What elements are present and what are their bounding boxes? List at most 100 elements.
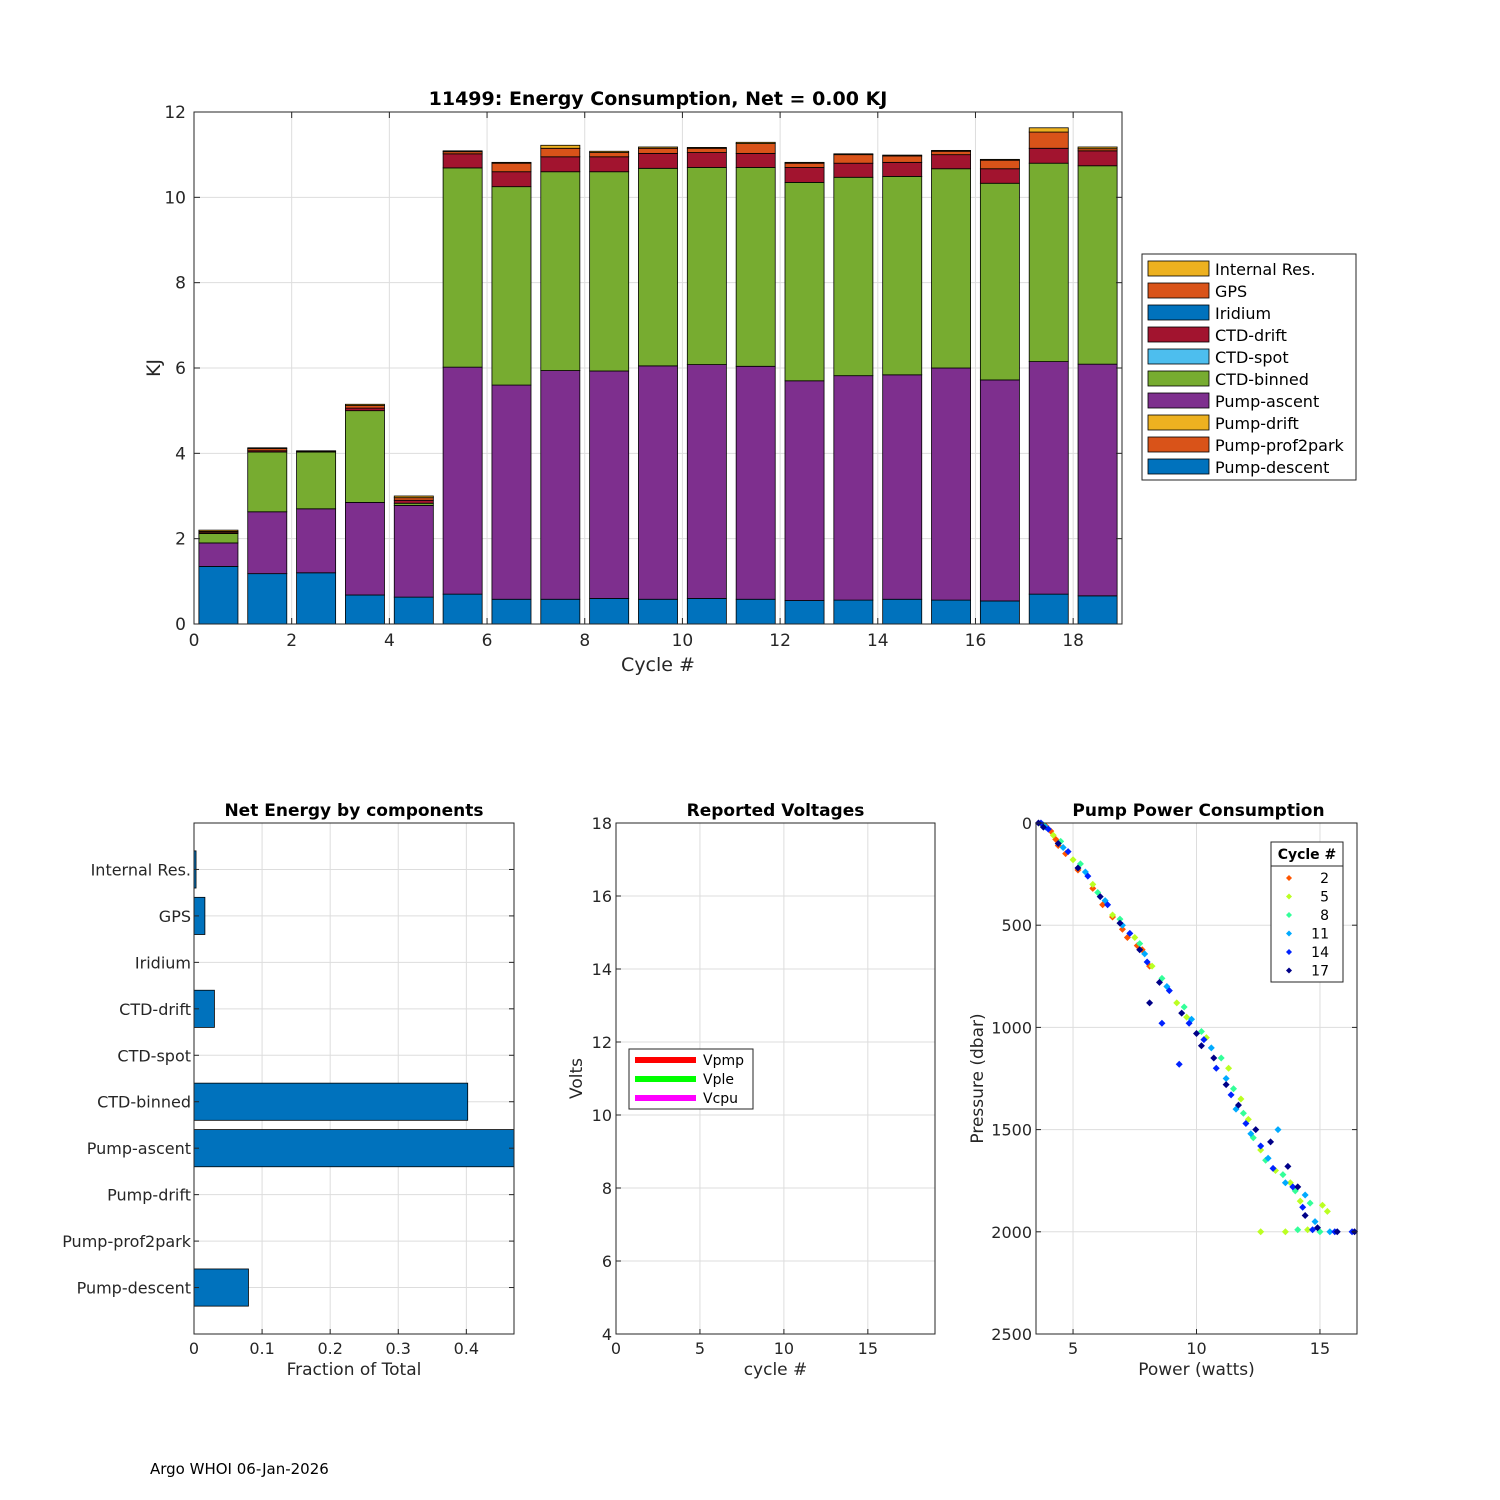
scatter-point — [1148, 962, 1156, 970]
y-tick-label: Internal Res. — [91, 860, 191, 879]
scatter-point — [1306, 1199, 1314, 1207]
x-tick-label: 16 — [965, 631, 987, 651]
x-tick-label: 12 — [769, 631, 791, 651]
bar-segment — [247, 511, 288, 575]
bar-segment — [882, 161, 923, 177]
scatter-point — [1264, 1154, 1272, 1162]
scatter-point — [1141, 950, 1149, 958]
bar-segment — [833, 599, 874, 625]
bar-segment — [638, 598, 678, 625]
bar-segment — [540, 144, 581, 149]
y-axis-label: KJ — [143, 359, 165, 377]
x-tick-label: 14 — [867, 631, 889, 651]
bar-segment — [1028, 131, 1069, 149]
bar-segment — [833, 176, 874, 377]
bar-segment — [833, 153, 874, 156]
x-axis-label: cycle # — [744, 1360, 808, 1380]
bar-segment — [882, 598, 923, 625]
bar-segment — [735, 152, 776, 168]
bar-segment — [491, 598, 532, 625]
bar-segment — [491, 384, 532, 600]
bar-segment — [442, 593, 483, 625]
scatter-point — [1136, 940, 1144, 948]
bar-segment — [686, 147, 727, 149]
scatter-point — [1257, 1228, 1265, 1236]
x-tick-label: 18 — [1062, 631, 1084, 651]
legend: Internal Res. GPS Iridium CTD-drift CTD-spot… — [1141, 253, 1357, 481]
bar-segment — [198, 542, 239, 567]
scatter-point — [1269, 1164, 1277, 1172]
scatter-point — [1089, 880, 1097, 888]
scatter-point — [1274, 1126, 1282, 1134]
scatter-point — [1239, 1109, 1247, 1117]
legend-label: 14 — [1311, 945, 1329, 961]
bar-segment — [247, 573, 288, 625]
bar-segment — [1077, 595, 1118, 625]
y-axis-label: Volts — [567, 1058, 587, 1099]
y-tick-label: 14 — [592, 960, 612, 979]
scatter-point — [1281, 1179, 1289, 1187]
bar-segment — [882, 374, 923, 600]
bar-segment — [735, 141, 776, 144]
x-tick-label: 0.1 — [249, 1339, 274, 1358]
scatter-point — [1257, 1146, 1265, 1154]
bar-segment — [345, 501, 385, 596]
bar-segment — [540, 156, 581, 173]
legend-swatch — [1147, 260, 1210, 277]
bar-segment — [735, 365, 776, 600]
y-tick-label: 12 — [164, 103, 186, 123]
scatter-point — [1165, 987, 1173, 995]
y-tick-label: CTD-spot — [117, 1046, 191, 1065]
y-tick-label: CTD-binned — [97, 1093, 191, 1112]
scatter-point — [1294, 1226, 1302, 1234]
bar-segment — [491, 171, 532, 188]
legend: Cycle # 2 5 8 11 14 17 — [1270, 841, 1344, 983]
scatter-point — [1318, 1201, 1326, 1209]
x-axis-label: Fraction of Total — [287, 1360, 422, 1380]
scatter-point — [1180, 1003, 1188, 1011]
chart-title: Pump Power Consumption — [1072, 801, 1324, 821]
scatter-point — [1109, 911, 1117, 919]
x-tick-label: 10 — [1186, 1339, 1206, 1358]
scatter-point — [1296, 1197, 1304, 1205]
x-tick-label: 0 — [611, 1339, 621, 1358]
bar-segment — [589, 370, 630, 599]
bar-segment — [979, 182, 1020, 381]
bar-segment — [931, 367, 971, 601]
legend-marker — [1286, 967, 1292, 974]
bar-segment — [1028, 593, 1069, 625]
y-tick-label: Pump-prof2park — [62, 1232, 192, 1251]
legend-label: Iridium — [1215, 304, 1271, 323]
bar-segment — [296, 451, 337, 510]
bar-segment — [979, 379, 1020, 602]
bar-segment — [979, 158, 1020, 161]
scatter-point — [1116, 919, 1124, 927]
x-tick-label: 0.2 — [317, 1339, 342, 1358]
bar-segment — [833, 154, 874, 164]
x-tick-label: 4 — [384, 631, 395, 651]
scatter-point — [1326, 1228, 1334, 1236]
bar-segment — [345, 403, 385, 406]
legend-label: Pump-prof2park — [1215, 436, 1345, 455]
scatter-point — [1096, 893, 1104, 901]
x-tick-label: 0.3 — [386, 1339, 411, 1358]
legend-label: Internal Res. — [1215, 260, 1315, 279]
scatter-point — [1089, 884, 1097, 892]
bar-segment — [198, 533, 239, 544]
legend-swatch — [1147, 282, 1210, 299]
bar-segment — [979, 168, 1020, 184]
bar-segment — [393, 596, 434, 625]
scatter-point — [1200, 1036, 1208, 1044]
bar-segment — [1028, 147, 1069, 164]
x-tick-label: 0 — [189, 631, 200, 651]
bar-segment — [931, 168, 971, 369]
legend-marker — [1286, 949, 1292, 955]
bar-segment — [686, 167, 727, 365]
y-tick-label: 18 — [592, 814, 612, 833]
scatter-point — [1301, 1211, 1309, 1219]
legend-label: 8 — [1320, 908, 1329, 924]
pump-chart: 5 10 15 0 500 1000 1500 2000 2500 Pump Power Cons… — [968, 801, 1359, 1380]
x-tick-label: 10 — [774, 1339, 794, 1358]
bar-segment — [784, 161, 825, 164]
